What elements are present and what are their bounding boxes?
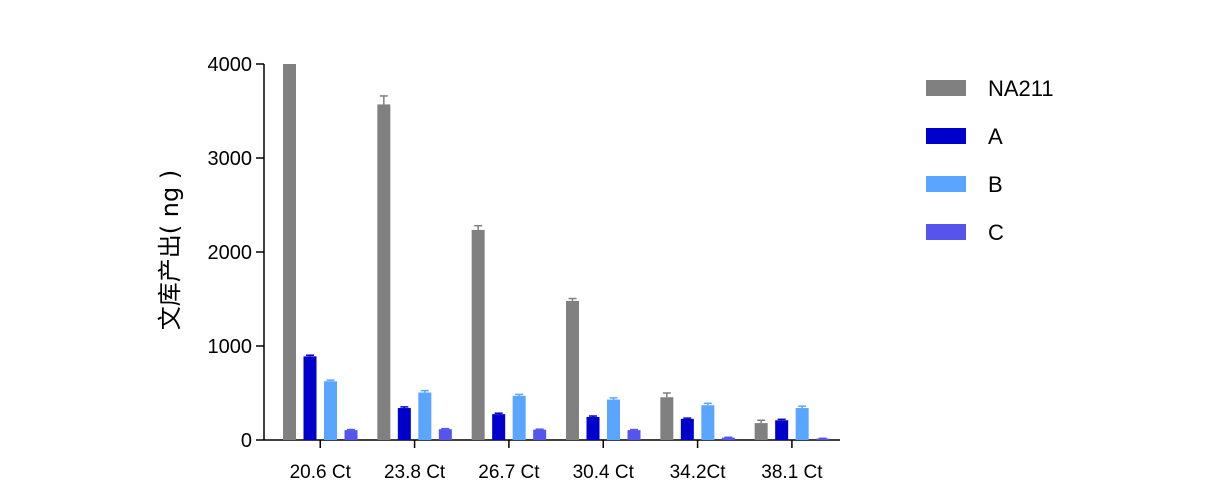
- bar: [303, 356, 317, 440]
- y-axis-title: 文库产出( ng ): [156, 170, 184, 330]
- legend-swatch: [926, 80, 966, 96]
- bar: [344, 430, 358, 440]
- bar: [533, 429, 547, 440]
- bar: [775, 420, 789, 440]
- legend: NA211 ABC: [926, 76, 1054, 245]
- bar: [721, 437, 735, 440]
- y-tick-label: 2000: [208, 242, 253, 264]
- legend-swatch: [926, 176, 966, 192]
- x-axis: 20.6 Ct 23.8 Ct 26.7 Ct 30.4 Ct 34.2Ct 38.1 C…: [264, 439, 840, 483]
- x-tick-label: 34.2Ct: [670, 462, 727, 483]
- bar: [795, 408, 809, 440]
- bar: [492, 414, 506, 440]
- y-tick-label: 1000: [208, 336, 253, 358]
- bar: [754, 423, 768, 440]
- bar: [566, 300, 579, 440]
- bars-group: [283, 64, 830, 441]
- bar: [607, 399, 620, 440]
- bar: [377, 104, 391, 441]
- y-tick-label: 3000: [208, 148, 253, 170]
- bar: [324, 381, 337, 440]
- legend-swatch: [926, 128, 966, 144]
- bar: [816, 438, 830, 440]
- x-tick-label: 30.4 Ct: [573, 462, 635, 483]
- bar: [660, 397, 674, 440]
- x-tick-label: 23.8 Ct: [384, 462, 446, 483]
- y-tick-label: 4000: [208, 54, 253, 76]
- legend-swatch: [926, 224, 966, 240]
- legend-label: B: [988, 172, 1003, 197]
- bar: [512, 395, 526, 440]
- bar: [701, 405, 715, 440]
- bar: [438, 429, 452, 440]
- bar: [397, 408, 411, 440]
- bar: [418, 392, 432, 440]
- legend-label: NA211: [988, 76, 1054, 101]
- legend-label: A: [988, 124, 1003, 149]
- y-tick-label: 0: [241, 430, 252, 452]
- bar: [627, 430, 641, 440]
- bar: [471, 229, 485, 440]
- x-tick-label: 20.6 Ct: [290, 462, 352, 483]
- x-tick-label: 26.7 Ct: [478, 462, 540, 483]
- bar: [586, 416, 600, 440]
- bar: [283, 64, 296, 440]
- legend-label: C: [988, 220, 1004, 245]
- x-tick-label: 38.1 Ct: [761, 462, 823, 483]
- y-axis: 0 1000 2000 3000 4000: [208, 54, 265, 452]
- bar: [680, 418, 694, 440]
